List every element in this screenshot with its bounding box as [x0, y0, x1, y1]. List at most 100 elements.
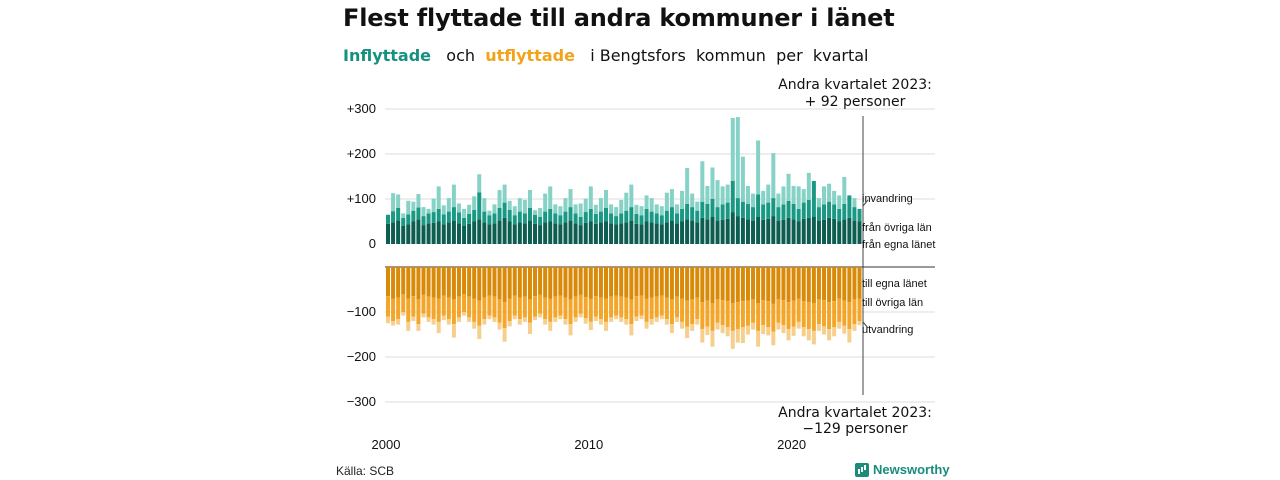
- bar-in-egna: [781, 219, 786, 244]
- bar-out-egna: [806, 267, 811, 303]
- bar-in-ovriga: [751, 207, 756, 221]
- bar-in-egna: [786, 217, 791, 244]
- bar-in-egna: [533, 223, 538, 244]
- bar-out-egna: [639, 267, 644, 296]
- bar-in-ovriga: [548, 208, 553, 222]
- bar-out-egna: [700, 267, 705, 303]
- bar-out-utvandring: [482, 319, 487, 325]
- bar-out-utvandring: [710, 330, 715, 347]
- bar-in-ovriga: [761, 204, 766, 220]
- bar-in-invandring: [441, 205, 446, 215]
- bar-in-ovriga: [857, 208, 862, 222]
- bar-in-egna: [811, 217, 816, 244]
- bar-out-utvandring: [411, 316, 416, 321]
- bar-in-invandring: [816, 198, 821, 208]
- bar-out-egna: [543, 267, 548, 298]
- bar-in-egna: [548, 221, 553, 244]
- chart-subtitle: Inflyttade och utflyttade i Bengtsfors k…: [343, 46, 868, 65]
- bar-out-utvandring: [781, 325, 786, 334]
- bar-in-egna: [467, 223, 472, 244]
- bar-out-ovriga: [391, 298, 396, 321]
- bar-out-egna: [816, 267, 821, 300]
- bar-in-egna: [751, 220, 756, 244]
- bar-in-ovriga: [745, 203, 750, 220]
- bar-out-utvandring: [720, 325, 725, 334]
- bar-out-ovriga: [639, 295, 644, 316]
- bar-in-ovriga: [502, 202, 507, 218]
- bar-out-egna: [827, 267, 832, 303]
- bar-out-utvandring: [786, 329, 791, 341]
- bar-in-invandring: [639, 206, 644, 216]
- bar-out-ovriga: [791, 300, 796, 327]
- bar-out-ovriga: [426, 296, 431, 318]
- bar-out-utvandring: [497, 322, 502, 330]
- bar-in-ovriga: [720, 204, 725, 220]
- bar-in-invandring: [715, 180, 720, 208]
- bar-out-egna: [497, 267, 502, 300]
- bottom-annotation-line2: −129 personer: [802, 421, 908, 437]
- bar-out-utvandring: [745, 325, 750, 335]
- bar-out-egna: [482, 267, 487, 298]
- bar-out-egna: [421, 267, 426, 295]
- bar-out-egna: [735, 267, 740, 303]
- bar-in-egna: [593, 223, 598, 244]
- bar-out-utvandring: [588, 321, 593, 330]
- y-tick-label: −300: [347, 394, 376, 409]
- bar-in-ovriga: [426, 213, 431, 224]
- subtitle-and: och: [446, 46, 476, 65]
- bar-out-utvandring: [568, 324, 573, 336]
- bar-out-egna: [426, 267, 431, 297]
- bar-out-egna: [776, 267, 781, 300]
- bar-in-invandring: [725, 184, 730, 203]
- bar-in-ovriga: [827, 201, 832, 218]
- bar-out-utvandring: [604, 321, 609, 331]
- bar-in-ovriga: [842, 203, 847, 220]
- bar-in-egna: [680, 221, 685, 244]
- bar-in-ovriga: [710, 199, 715, 217]
- bar-in-egna: [482, 222, 487, 244]
- bar-out-ovriga: [609, 296, 614, 318]
- segment-label-out: utvandring: [862, 324, 913, 336]
- bar-in-invandring: [674, 204, 679, 214]
- bar-in-egna: [558, 224, 563, 244]
- bar-out-ovriga: [436, 298, 441, 322]
- bar-out-ovriga: [411, 296, 416, 317]
- bar-out-utvandring: [654, 317, 659, 322]
- bar-out-ovriga: [431, 297, 436, 320]
- bar-in-egna: [649, 222, 654, 244]
- bar-in-ovriga: [391, 211, 396, 223]
- bar-out-utvandring: [857, 321, 862, 326]
- bar-in-ovriga: [462, 217, 467, 226]
- bar-out-utvandring: [690, 324, 695, 331]
- bar-out-egna: [725, 267, 730, 302]
- bar-out-egna: [487, 267, 492, 296]
- gridlines: [385, 108, 935, 403]
- bar-in-egna: [502, 217, 507, 244]
- bar-out-egna: [548, 267, 553, 299]
- bar-in-ovriga: [690, 207, 695, 221]
- bar-out-utvandring: [842, 325, 847, 334]
- bar-in-egna: [720, 219, 725, 244]
- bar-in-ovriga: [568, 207, 573, 221]
- subtitle-rest: i Bengtsfors kommun per kvartal: [590, 46, 869, 65]
- bar-out-egna: [740, 267, 745, 302]
- bar-in-invandring: [604, 190, 609, 208]
- bar-in-egna: [563, 222, 568, 244]
- bar-out-egna: [477, 267, 482, 301]
- bar-in-invandring: [786, 173, 791, 201]
- brand-name: Newsworthy: [873, 462, 950, 477]
- bar-out-ovriga: [827, 302, 832, 330]
- bar-out-utvandring: [553, 317, 558, 322]
- bar-in-ovriga: [781, 204, 786, 220]
- bar-in-invandring: [700, 161, 705, 202]
- axis-labels: +300 +200 +100 0 −100 −200 −300 2000 2010 2020: [347, 101, 806, 452]
- bar-in-invandring: [609, 204, 614, 214]
- bar-in-ovriga: [522, 213, 527, 224]
- bar-in-ovriga: [527, 208, 532, 221]
- bar-in-invandring: [690, 193, 695, 208]
- bar-out-utvandring: [426, 317, 431, 322]
- bar-out-utvandring: [527, 322, 532, 335]
- x-tick-label: 2020: [777, 437, 806, 452]
- bar-out-ovriga: [781, 300, 786, 326]
- bar-in-ovriga: [401, 217, 406, 226]
